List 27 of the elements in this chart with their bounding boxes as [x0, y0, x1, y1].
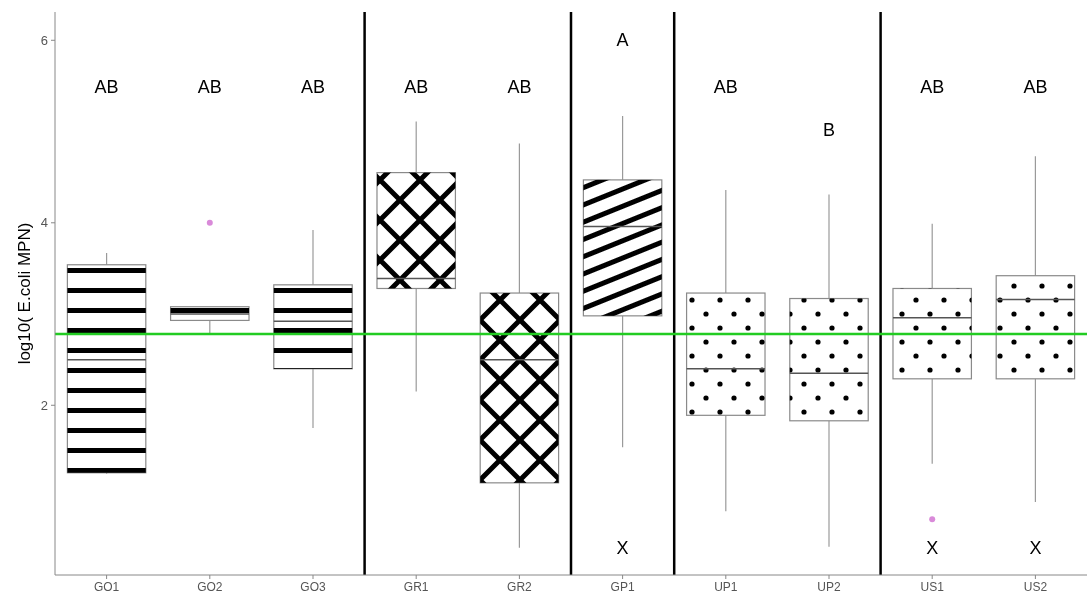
annotation: AB: [713, 77, 738, 98]
annotation: AB: [404, 77, 429, 98]
x-tick-label: US2: [1023, 580, 1048, 594]
x-tick-label: GP1: [610, 580, 635, 594]
x-tick-label: UP1: [714, 580, 738, 594]
y-tick-label: 2: [40, 397, 48, 413]
annotation: X: [926, 538, 939, 559]
x-tick-label: GR1: [403, 580, 429, 594]
y-tick-label: 6: [40, 32, 48, 48]
annotation: A: [616, 30, 629, 51]
y-tick-label: 4: [40, 215, 48, 231]
annotation: AB: [920, 77, 945, 98]
annotation: B: [822, 120, 836, 141]
x-tick-label: UP2: [817, 580, 841, 594]
annotation: AB: [1023, 77, 1048, 98]
x-tick-label: GR2: [507, 580, 533, 594]
x-tick-label: GO3: [300, 580, 326, 594]
x-tick-label: US1: [920, 580, 945, 594]
y-axis-title: log10( E.coli MPN): [15, 222, 34, 365]
annotation: X: [616, 538, 629, 559]
x-tick-label: GO1: [93, 580, 120, 594]
annotation: AB: [300, 77, 326, 98]
x-tick-label: GO2: [197, 580, 223, 594]
annotation: AB: [94, 77, 119, 98]
annotation: AB: [507, 77, 532, 98]
annotation: X: [1029, 538, 1042, 559]
annotation: AB: [197, 77, 222, 98]
